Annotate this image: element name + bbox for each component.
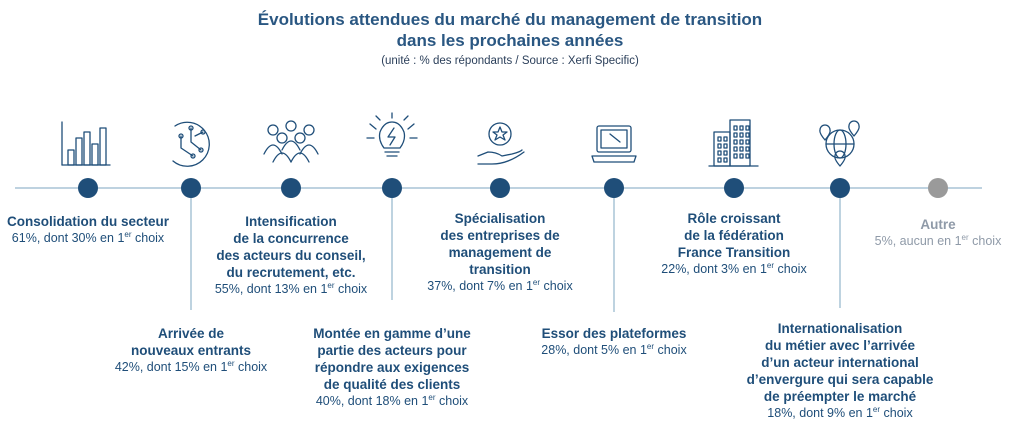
timeline-item: Intensification de la concurrence des acte…	[215, 213, 367, 298]
chart-title: Évolutions attendues du marché du manage…	[257, 10, 763, 29]
timeline-node	[604, 178, 624, 198]
people-group-icon	[263, 120, 319, 163]
item-value: 37%, dont 7% en 1er choix	[427, 277, 573, 293]
item-value: 22%, dont 3% en 1er choix	[661, 260, 807, 276]
laptop-icon	[591, 125, 637, 163]
item-value: 5%, aucun en 1er choix	[874, 232, 1002, 248]
timeline-node	[181, 178, 201, 198]
chart-title-line2: dans les prochaines années	[396, 31, 624, 50]
timeline-node	[830, 178, 850, 198]
item-label: Consolidation du secteur	[6, 214, 170, 229]
item-label: répondre aux exigences	[314, 360, 470, 375]
item-value: 18%, dont 9% en 1er choix	[767, 404, 913, 420]
timeline-item: Autre 5%, aucun en 1er choix	[875, 216, 1002, 250]
item-label: des entreprises de	[440, 228, 560, 243]
item-label: France Transition	[677, 245, 791, 260]
item-label: Autre	[920, 217, 956, 232]
timeline-item: Rôle croissant de la fédération France Tra…	[661, 210, 806, 278]
item-label: Rôle croissant	[687, 211, 781, 226]
timeline-node	[724, 178, 744, 198]
item-label: Essor des plateformes	[541, 326, 687, 341]
hand-star-icon	[477, 122, 525, 165]
timeline-item: Spécialisation des entreprises de manageme…	[427, 210, 572, 295]
timeline-node	[78, 178, 98, 198]
item-label: de la concurrence	[233, 231, 349, 246]
item-label: Montée en gamme d’une	[313, 326, 471, 341]
item-label: des acteurs du conseil,	[216, 248, 366, 263]
item-value: 61%, dont 30% en 1er choix	[11, 229, 165, 245]
item-label: d’un acteur international	[761, 355, 919, 370]
item-label: nouveaux entrants	[130, 343, 252, 358]
item-label: Arrivée de	[157, 326, 225, 341]
item-label: de qualité des clients	[323, 377, 461, 392]
buildings-icon	[708, 119, 759, 167]
item-label: Spécialisation	[454, 211, 546, 226]
item-label: d’envergure qui sera capable	[746, 372, 934, 387]
timeline-item: Montée en gamme d’une partie des acteurs …	[313, 325, 471, 410]
bar-chart-icon	[61, 121, 111, 166]
timeline-node	[281, 178, 301, 198]
timeline-node	[382, 178, 402, 198]
item-value: 28%, dont 5% en 1er choix	[541, 341, 687, 357]
lightbulb-icon	[366, 112, 418, 157]
item-label: Internationalisation	[777, 321, 903, 336]
chart-subtitle: (unité : % des répondants / Source : Xer…	[381, 55, 639, 67]
item-value: 40%, dont 18% en 1er choix	[315, 392, 469, 408]
item-label: de préempter le marché	[763, 389, 917, 404]
globe-pins-icon	[819, 120, 860, 167]
timeline-node	[928, 178, 948, 198]
item-label: management de	[448, 245, 552, 260]
circuit-icon	[172, 121, 210, 167]
item-value: 55%, dont 13% en 1er choix	[214, 280, 368, 296]
item-label: du recrutement, etc.	[226, 265, 356, 280]
timeline-item: Arrivée de nouveaux entrants 42%, dont 15%…	[115, 325, 267, 376]
item-value: 42%, dont 15% en 1er choix	[114, 358, 268, 374]
timeline-item: Consolidation du secteur 61%, dont 30% en…	[7, 213, 169, 247]
item-label: du métier avec l’arrivée	[764, 338, 916, 353]
item-label: de la fédération	[684, 228, 784, 243]
timeline-node	[490, 178, 510, 198]
item-label: transition	[469, 262, 531, 277]
timeline-item: Essor des plateformes 28%, dont 5% en 1er…	[541, 325, 686, 359]
item-label: Intensification	[245, 214, 337, 229]
item-label: partie des acteurs pour	[317, 343, 467, 358]
timeline-item: Internationalisation du métier avec l’arr…	[747, 320, 934, 422]
